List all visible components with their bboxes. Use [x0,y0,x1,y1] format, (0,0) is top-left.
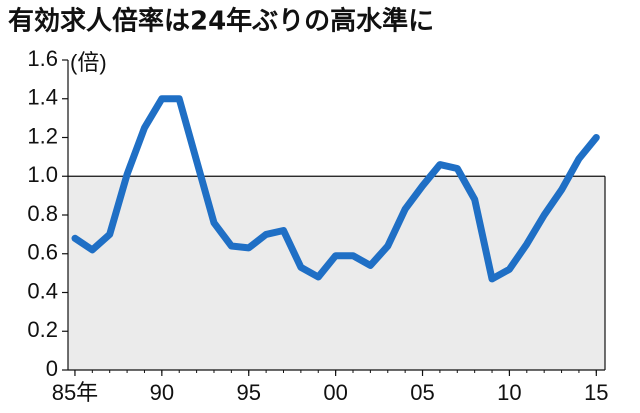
chart-title: 有効求人倍率は24年ぶりの高水準に [8,6,434,37]
y-tick-label: 0.4 [27,278,58,303]
data-line [71,95,600,283]
y-tick-label: 1.6 [27,46,58,71]
y-tick-label: 1.4 [27,85,58,110]
y-tick-label: 0.2 [27,317,58,342]
y-tick-label: 0 [46,356,58,381]
below-band [68,176,605,370]
x-tick-label: 90 [150,380,174,405]
y-tick-label: 0.6 [27,240,58,265]
y-tick-label: 1.2 [27,123,58,148]
y-tick-label: 0.8 [27,201,58,226]
y-tick-label: 1.0 [27,162,58,187]
x-tick-label: 00 [323,380,347,405]
x-tick-label: 95 [236,380,260,405]
y-unit: (倍) [70,50,107,75]
x-tick-label: 10 [497,380,521,405]
x-tick-label: 15 [584,380,608,405]
x-tick-label: 05 [410,380,434,405]
x-tick-label: 85年 [52,380,98,405]
